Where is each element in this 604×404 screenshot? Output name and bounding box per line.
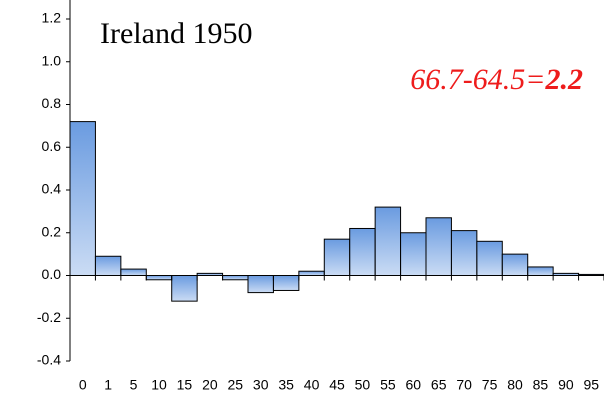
x-tick-label: 35 xyxy=(278,377,294,393)
bar xyxy=(247,275,274,294)
x-tick-label: 10 xyxy=(151,377,167,393)
bar xyxy=(501,253,529,276)
bar xyxy=(349,227,376,277)
y-tick-label: -0.2 xyxy=(37,309,61,325)
x-tick-label: 45 xyxy=(329,377,345,393)
x-tick-label: 75 xyxy=(482,377,498,393)
bar xyxy=(298,270,325,277)
x-tick-label: 5 xyxy=(130,377,138,393)
bar xyxy=(94,255,122,277)
annotation-result: 2.2 xyxy=(545,63,584,96)
y-tick-label: 0.0 xyxy=(42,266,62,282)
x-tick-label: 90 xyxy=(558,377,574,393)
x-tick-label: 15 xyxy=(177,377,193,393)
bar xyxy=(450,230,478,277)
x-tick-label: 40 xyxy=(304,377,320,393)
y-tick-label: 0.2 xyxy=(42,223,62,239)
bar xyxy=(323,238,351,277)
bar xyxy=(120,268,147,276)
x-tick-label: 30 xyxy=(253,377,269,393)
y-tick-label: 0.4 xyxy=(42,181,62,197)
bar xyxy=(400,232,427,276)
x-tick-label: 50 xyxy=(355,377,371,393)
y-tick-label: 0.8 xyxy=(42,95,62,111)
x-tick-label: 80 xyxy=(507,377,523,393)
bar xyxy=(145,275,173,281)
x-tick-label: 85 xyxy=(533,377,549,393)
x-tick-label: 55 xyxy=(380,377,396,393)
x-tick-label: 95 xyxy=(583,377,599,393)
x-tick-label: 1 xyxy=(104,377,112,393)
x-tick-label: 60 xyxy=(405,377,421,393)
annotation-text: 66.7-64.5= xyxy=(410,63,545,96)
x-tick-label: 20 xyxy=(202,377,218,393)
x-tick-label: 0 xyxy=(79,377,87,393)
annotation: 66.7-64.5=2.2 xyxy=(410,63,583,96)
bar xyxy=(374,206,402,277)
y-tick-label: 0.6 xyxy=(42,138,62,154)
bar xyxy=(69,121,96,276)
y-tick-label: 1.2 xyxy=(42,10,62,26)
y-tick-label: 1.0 xyxy=(42,52,62,68)
bar xyxy=(527,266,554,277)
bar xyxy=(222,275,249,281)
x-tick-label: 25 xyxy=(227,377,243,393)
x-tick-label: 70 xyxy=(456,377,472,393)
bar xyxy=(476,240,503,277)
bar xyxy=(171,275,198,302)
y-tick-label: -0.4 xyxy=(37,352,61,368)
bar xyxy=(272,275,300,291)
chart-title: Ireland 1950 xyxy=(100,17,252,50)
x-tick-label: 65 xyxy=(431,377,447,393)
bar xyxy=(425,217,452,277)
